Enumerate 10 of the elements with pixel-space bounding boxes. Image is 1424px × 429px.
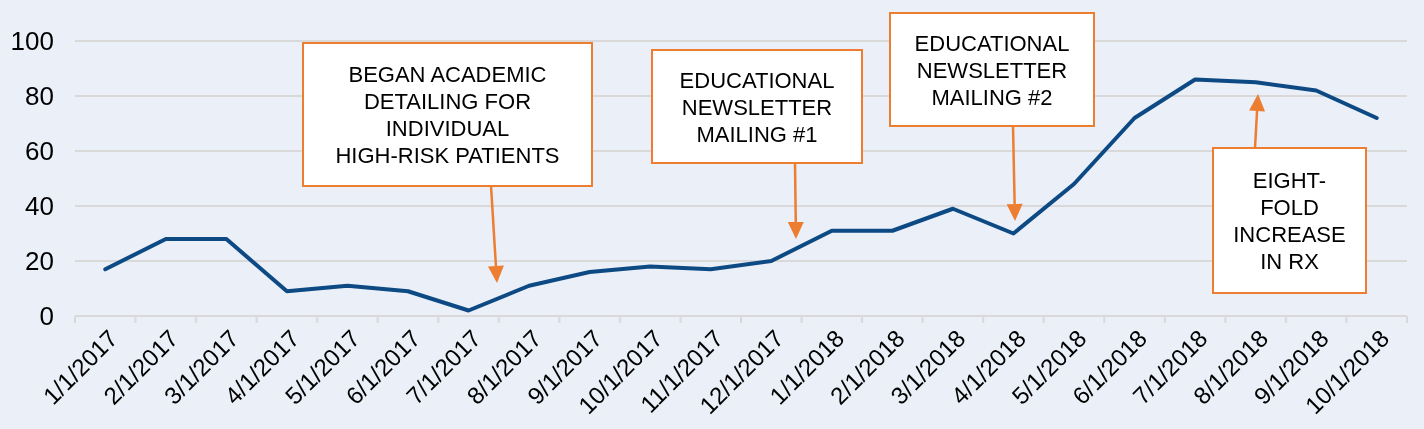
annotation: EIGHT- FOLD INCREASE IN RX xyxy=(1233,168,1346,274)
y-tick-label: 100 xyxy=(10,26,54,57)
y-tick-label: 60 xyxy=(25,136,54,167)
annotation: EDUCATIONAL NEWSLETTER MAILING #1 xyxy=(679,67,835,147)
y-tick-label: 20 xyxy=(25,246,54,277)
annotation: EDUCATIONAL NEWSLETTER MAILING #2 xyxy=(914,30,1070,110)
y-tick-label: 0 xyxy=(39,301,54,332)
annotation: BEGAN ACADEMIC DETAILING FOR INDIVIDUAL HIGH-RISK PATIENTS xyxy=(335,62,560,168)
y-tick-label: 40 xyxy=(25,191,54,222)
y-tick-label: 80 xyxy=(25,81,54,112)
